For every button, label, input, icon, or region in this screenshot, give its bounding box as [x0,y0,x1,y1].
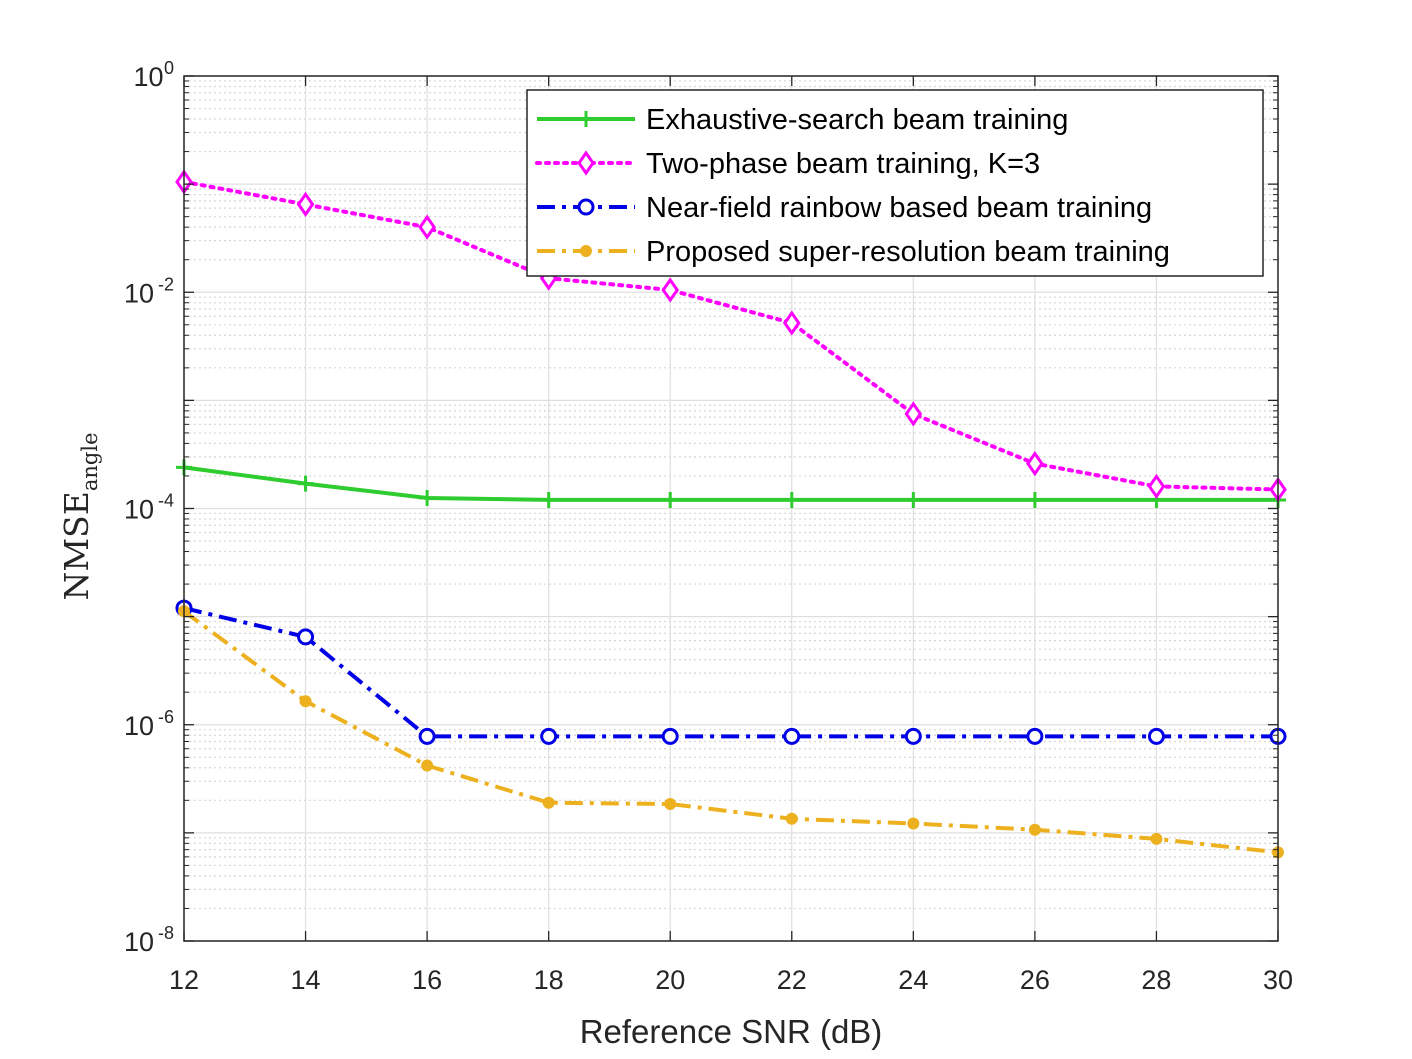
y-tick-label-exponent: -6 [158,707,174,727]
x-tick-label: 22 [777,965,807,995]
x-axis-label: Reference SNR (dB) [580,1013,883,1050]
y-tick-label-base: 10 [124,495,154,525]
x-tick-label: 30 [1263,965,1293,995]
legend-label: Two-phase beam training, K=3 [646,148,1040,180]
data-point-marker [783,727,801,745]
data-point-marker [1150,832,1163,845]
legend-entry: Near-field rainbow based beam training [537,192,1152,224]
y-tick-label-exponent: -2 [158,274,174,294]
legend-entry: Proposed super-resolution beam training [537,236,1170,268]
data-point-marker [1026,727,1044,745]
y-tick-labels: 010-210-410-610-810 [124,58,174,957]
data-point-marker [577,198,595,216]
data-point-marker [421,759,434,772]
y-tick-label-exponent: -4 [158,491,174,511]
data-point-marker [418,727,436,745]
legend-entry: Exhaustive-search beam training [537,104,1068,136]
x-tick-label: 24 [898,965,928,995]
data-point-marker [419,490,436,507]
series-line [182,609,1279,855]
y-axis-label: NMSEangle [57,432,102,600]
series-line [182,179,1280,492]
series-2 [175,169,1287,503]
y-axis-label-main: NMSE [57,491,96,600]
data-point-marker [1026,491,1043,508]
data-point-marker [577,150,595,176]
x-tick-labels: 12 14 16 18 20 22 24 26 28 30 [169,965,1293,995]
y-tick-label-exponent: -8 [158,923,174,943]
data-point-marker [542,796,555,809]
y-tick-label-base: 10 [124,711,154,741]
series-4 [178,605,1284,859]
y-tick-label-exponent: 0 [164,58,174,78]
x-tick-label: 16 [412,965,442,995]
data-point-marker [1028,823,1041,836]
series-layer [175,169,1287,859]
data-point-marker [1147,727,1165,745]
y-tick-label: -610 [124,707,174,741]
x-tick-label: 28 [1141,965,1171,995]
y-axis-label-sub: angle [78,432,102,491]
data-point-marker [418,214,436,240]
y-tick-label-base: 10 [133,62,163,92]
x-tick-label: 18 [534,965,564,995]
series-line [183,606,1278,739]
legend-label: Near-field rainbow based beam training [646,192,1152,224]
data-point-marker [664,797,677,810]
data-point-marker [785,812,798,825]
legend-entry: Two-phase beam training, K=3 [535,148,1040,180]
y-tick-label-base: 10 [124,278,154,308]
y-tick-label-base: 10 [124,927,154,957]
data-point-marker [578,111,594,127]
series-line [183,465,1278,502]
data-point-marker [540,491,557,508]
data-point-marker [297,628,315,646]
data-point-marker [662,491,679,508]
legend-label: Proposed super-resolution beam training [646,236,1170,268]
data-point-marker [782,310,801,336]
data-point-marker [580,245,592,257]
legend-label: Exhaustive-search beam training [646,104,1068,136]
series-3 [175,599,1287,745]
x-tick-label: 14 [291,965,321,995]
legend-box [526,89,1264,277]
data-point-marker [1147,473,1166,500]
data-point-marker [299,695,312,708]
data-point-marker [1026,451,1044,477]
axes [183,75,1279,942]
x-tick-label: 26 [1020,965,1050,995]
x-tick-label: 20 [655,965,685,995]
data-point-marker [297,475,314,492]
data-point-marker [904,727,922,745]
y-tick-label: -410 [124,491,174,525]
data-point-marker [904,401,923,427]
y-tick-label: -210 [124,274,174,308]
data-point-marker [907,817,920,830]
data-point-marker [540,727,558,745]
legend: Exhaustive-search beam training Two-phase… [526,89,1264,277]
data-point-marker [296,191,315,217]
data-point-marker [661,727,679,745]
data-point-marker [905,491,922,508]
y-tick-label: 010 [133,58,174,92]
data-point-marker [661,277,680,303]
data-point-marker [783,491,800,508]
x-tick-label: 12 [169,965,199,995]
y-tick-label: -810 [124,923,174,957]
